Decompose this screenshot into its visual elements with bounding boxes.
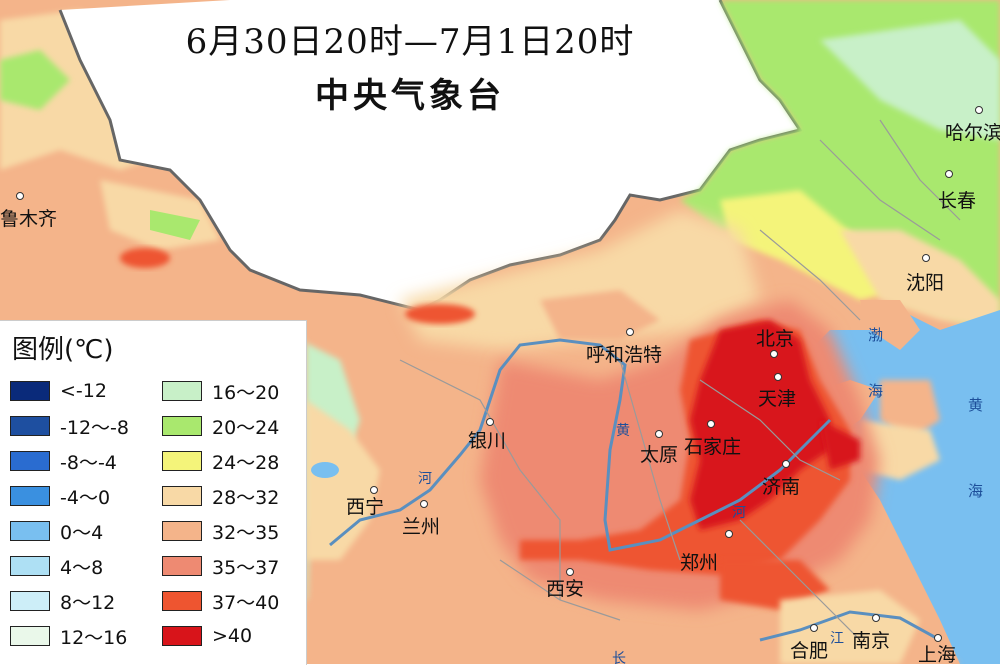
legend-label: 0～4	[60, 521, 104, 544]
legend-label: 35～37	[212, 556, 280, 579]
legend-item: 28～32	[162, 482, 279, 510]
city-dot	[626, 328, 634, 336]
legend-swatch	[162, 556, 202, 576]
city-label-lanzhou: 兰州	[402, 516, 441, 538]
city-dot	[655, 430, 663, 438]
legend-swatch	[162, 416, 202, 436]
legend-swatch	[162, 381, 202, 401]
legend-swatch	[10, 381, 50, 401]
river-label-he-2: 河	[732, 505, 746, 521]
city-label-beijing: 北京	[756, 328, 795, 350]
legend-label: -4～0	[60, 486, 111, 509]
legend-swatch	[10, 556, 50, 576]
legend-swatch	[162, 451, 202, 471]
legend-item: 12～16	[10, 622, 127, 650]
legend-item: 37～40	[162, 587, 279, 615]
city-dot	[782, 460, 790, 468]
city-label-shijiazhuang: 石家庄	[684, 436, 742, 458]
city-dot	[725, 530, 733, 538]
legend-swatch	[162, 521, 202, 541]
city-label-harbin: 哈尔滨	[945, 122, 1000, 144]
legend-swatch	[10, 591, 50, 611]
city-label-taiyuan: 太原	[640, 444, 679, 466]
city-dot	[922, 254, 930, 262]
city-label-hohhot: 呼和浩特	[586, 344, 663, 366]
legend-item: 16～20	[162, 377, 279, 405]
organization-name: 中央气象台	[315, 76, 505, 116]
legend-swatch	[10, 451, 50, 471]
legend-item: -12～-8	[10, 412, 129, 440]
legend-item: 32～35	[162, 517, 279, 545]
city-dot	[16, 192, 24, 200]
legend-label: 20～24	[212, 416, 280, 439]
legend-swatch	[162, 486, 202, 506]
city-dot	[707, 420, 715, 428]
sea-label-hai-2: 海	[968, 482, 984, 500]
legend-label: 28～32	[212, 486, 280, 509]
legend-label: 4～8	[60, 556, 104, 579]
legend-label: -12～-8	[60, 416, 129, 439]
city-label-shenyang: 沈阳	[906, 272, 945, 294]
legend-item: 8～12	[10, 587, 115, 615]
legend-item: -4～0	[10, 482, 110, 510]
city-label-urumqi: 鲁木齐	[0, 208, 58, 230]
city-label-shanghai: 上海	[918, 644, 957, 666]
city-dot	[774, 373, 782, 381]
city-dot	[420, 500, 428, 508]
legend-item: 35～37	[162, 552, 279, 580]
legend-label: 32～35	[212, 521, 280, 544]
legend-label: 16～20	[212, 381, 280, 404]
legend-swatch	[10, 486, 50, 506]
city-label-nanjing: 南京	[852, 630, 891, 652]
city-label-xining: 西宁	[346, 496, 385, 518]
city-dot	[770, 350, 778, 358]
legend-swatch	[10, 521, 50, 541]
city-dot	[934, 634, 942, 642]
river-label-he: 河	[418, 471, 432, 487]
legend-label: 24～28	[212, 451, 280, 474]
river-label-huang: 黄	[616, 423, 630, 439]
city-dot	[566, 568, 574, 576]
legend-item: -8～-4	[10, 447, 117, 475]
river-label-jiang: 江	[830, 631, 844, 647]
legend-label: >40	[212, 625, 253, 647]
city-label-hefei: 合肥	[790, 640, 829, 662]
city-dot	[486, 418, 494, 426]
city-dot	[872, 614, 880, 622]
map-title: 6月30日20时—7月1日20时	[185, 22, 635, 62]
city-label-jinan: 济南	[762, 476, 801, 498]
river-label-chang: 长	[612, 651, 626, 667]
legend-swatch	[10, 626, 50, 646]
legend-label: 8～12	[60, 591, 116, 614]
legend-swatch	[162, 591, 202, 611]
sea-label-bo: 渤	[868, 326, 884, 344]
legend-item: 20～24	[162, 412, 279, 440]
city-label-yinchuan: 银川	[468, 430, 507, 452]
city-label-xian: 西安	[546, 578, 585, 600]
legend-label: -8～-4	[60, 451, 117, 474]
sea-label-hai: 海	[868, 382, 884, 400]
city-dot	[810, 624, 818, 632]
city-dot	[370, 486, 378, 494]
city-label-zhengzhou: 郑州	[680, 552, 719, 574]
legend-swatch	[162, 626, 202, 646]
legend-label: 37～40	[212, 591, 280, 614]
sea-label-huang: 黄	[968, 396, 984, 414]
legend-swatch	[10, 416, 50, 436]
legend-label: <-12	[60, 380, 107, 402]
legend-item: <-12	[10, 377, 107, 405]
city-label-tianjin: 天津	[758, 388, 797, 410]
city-dot	[945, 170, 953, 178]
city-label-changchun: 长春	[938, 190, 977, 212]
legend-panel: 图例(℃) <-12 -12～-8 -8～-4 -4～0 0～4 4～8 8～1…	[0, 320, 307, 665]
city-dot	[975, 106, 983, 114]
legend-title: 图例(℃)	[12, 335, 114, 365]
legend-item: 4～8	[10, 552, 103, 580]
legend-item: >40	[162, 622, 252, 650]
legend-item: 0～4	[10, 517, 103, 545]
legend-label: 12～16	[60, 626, 128, 649]
legend-item: 24～28	[162, 447, 279, 475]
